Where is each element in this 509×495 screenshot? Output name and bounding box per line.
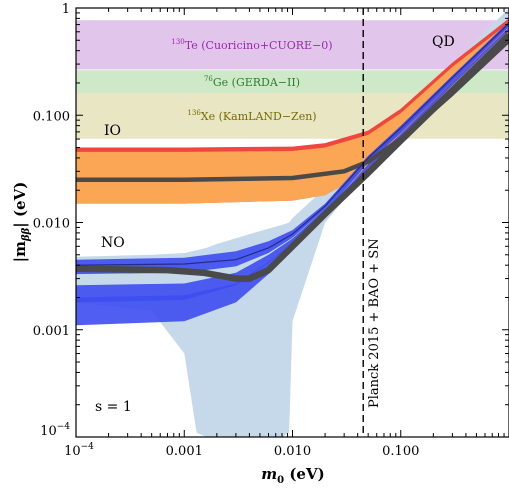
labels: 130Te (Cuoricino+CUORE−0) 76Ge (GERDA−II)… (11, 34, 455, 486)
y-tick-label: 0.001 (33, 324, 70, 339)
y-tick-label: 0.010 (33, 217, 70, 232)
exclusion-band-te (76, 20, 509, 70)
io-label: IO (104, 123, 121, 139)
allowed-regions (76, 8, 509, 437)
x-axis-label: m0 (eV) (261, 465, 324, 486)
planck-limit-label: Planck 2015 + BAO + SN (367, 238, 382, 408)
no-strand-edge (76, 22, 509, 266)
best-fit-no-curve (76, 32, 509, 282)
s-label: s = 1 (95, 399, 132, 415)
x-tick-label: 0.100 (382, 444, 419, 459)
y-axis-label: |mββ| (eV) (11, 182, 32, 263)
best-fit-curves (76, 22, 509, 282)
exclusion-bands (76, 20, 509, 139)
band-label-xe: 136Xe (KamLAND−Zen) (187, 109, 316, 123)
y-tick-label: 10−4 (40, 422, 70, 439)
qd-label: QD (432, 34, 455, 50)
y-tick-label: 0.100 (33, 109, 70, 124)
band-label-te: 130Te (Cuoricino+CUORE−0) (171, 38, 332, 52)
y-tick-label: 1 (62, 2, 70, 17)
no-label: NO (101, 235, 125, 251)
x-tick-label: 0.010 (274, 444, 311, 459)
x-tick-label: 0.001 (166, 444, 203, 459)
ticks: 10−4 0.001 0.010 0.100 10−4 0.001 0.010 0.100 1 (33, 2, 509, 459)
x-tick-label: 10−4 (64, 442, 94, 459)
io-region (76, 22, 509, 204)
planck-limit: Planck 2015 + BAO + SN (362, 8, 382, 437)
band-label-ge: 76Ge (GERDA−II) (204, 75, 300, 89)
